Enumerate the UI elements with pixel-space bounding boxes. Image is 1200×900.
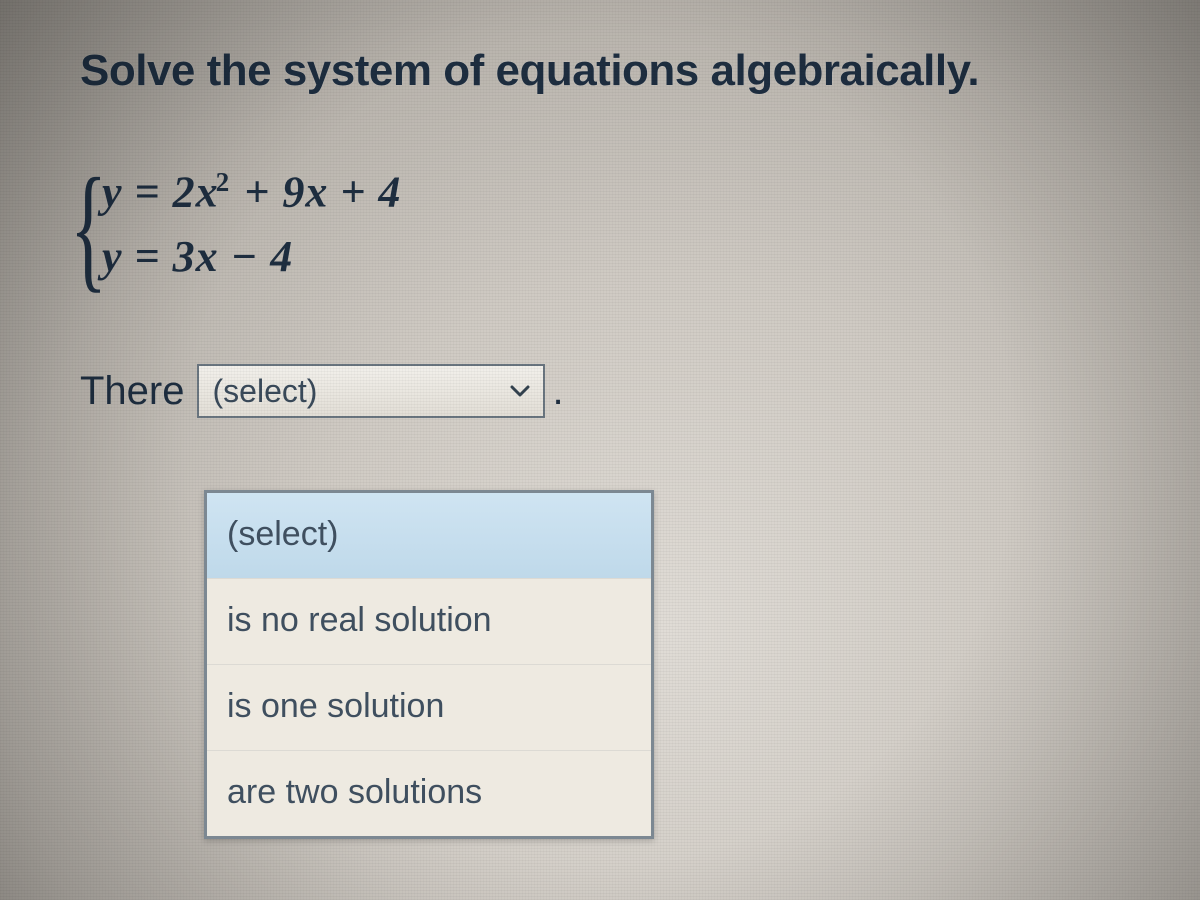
answer-row: There (select) .	[80, 364, 1130, 418]
question-heading: Solve the system of equations algebraica…	[80, 46, 1130, 96]
equation-2: y = 3x − 4	[102, 234, 1130, 280]
left-brace: {	[70, 158, 107, 298]
question-container: Solve the system of equations algebraica…	[0, 0, 1200, 418]
answer-period: .	[553, 369, 564, 414]
dropdown-option-2[interactable]: is one solution	[207, 664, 651, 750]
answer-select[interactable]: (select)	[197, 364, 545, 418]
dropdown-option-3[interactable]: are two solutions	[207, 750, 651, 836]
equation-1: y = 2x2 + 9x + 4	[102, 168, 1130, 216]
equation-system: { y = 2x2 + 9x + 4 y = 3x − 4	[102, 168, 1130, 280]
dropdown-option-0[interactable]: (select)	[207, 493, 651, 578]
answer-select-dropdown[interactable]: (select)is no real solutionis one soluti…	[204, 490, 654, 839]
answer-select-value: (select)	[213, 373, 318, 410]
chevron-down-icon	[509, 380, 531, 402]
answer-prefix: There	[80, 369, 185, 414]
dropdown-option-1[interactable]: is no real solution	[207, 578, 651, 664]
